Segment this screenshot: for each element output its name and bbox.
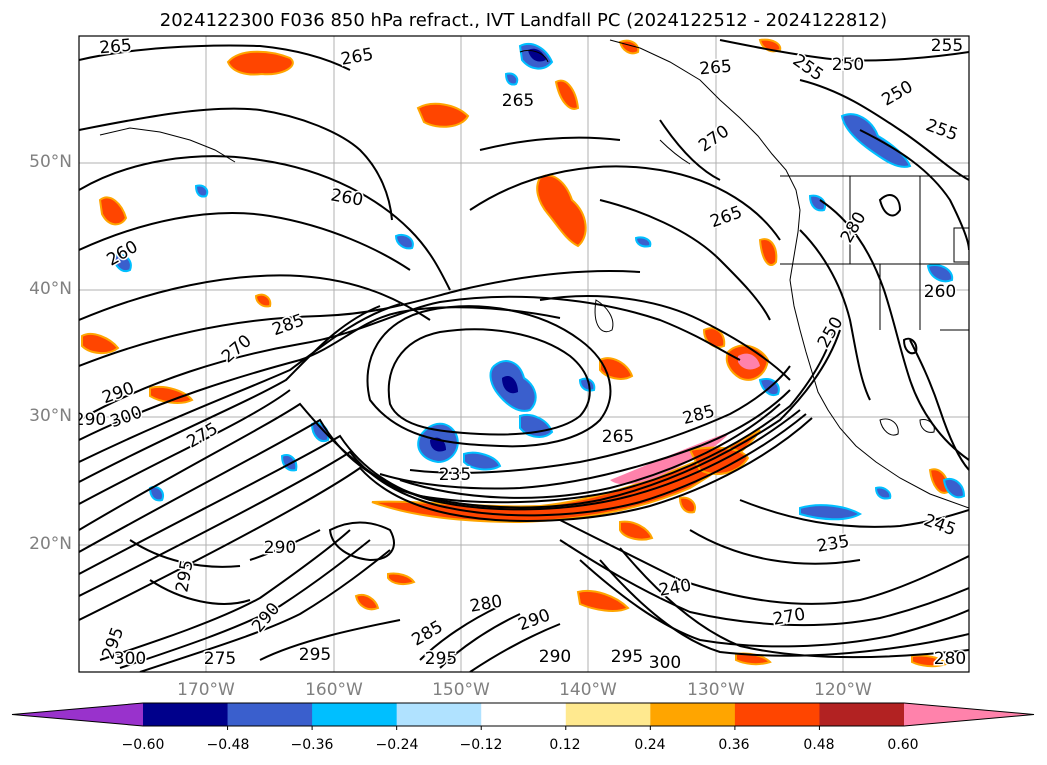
- map-title: 2024122300 F036 850 hPa refract., IVT La…: [159, 10, 888, 31]
- lon-label-120w: 120°W: [814, 680, 872, 700]
- colorbar: [11, 702, 1035, 730]
- colorbar-tick-label: 0.60: [887, 737, 919, 753]
- colorbar-outline: [11, 702, 1035, 727]
- colorbar-bin: [481, 703, 567, 726]
- contour-label: 300: [114, 649, 146, 669]
- colorbar-tick-label: 0.48: [803, 737, 835, 753]
- map-background: [79, 36, 969, 672]
- contour-label: 290: [264, 538, 296, 558]
- contour-label: 295: [299, 645, 331, 665]
- contour-label: 290: [539, 647, 571, 667]
- colorbar-bin: [312, 703, 398, 726]
- colorbar-extend-low: [12, 703, 143, 726]
- lat-label-30n: 30°N: [29, 406, 72, 426]
- colorbar-tick-label: 0.24: [634, 737, 666, 753]
- contour-label: 295: [611, 647, 643, 667]
- map-frame: [78, 35, 970, 673]
- colorbar-bin: [396, 703, 482, 726]
- contour-label: 275: [204, 649, 236, 669]
- colorbar-tick-label: −0.24: [375, 737, 419, 753]
- thin-contours: [519, 49, 935, 436]
- lon-label-150w: 150°W: [432, 680, 490, 700]
- contour-label: 250: [832, 55, 864, 75]
- contour-label: 300: [649, 653, 681, 673]
- contour-label: 265: [602, 427, 634, 447]
- contour-label: 295: [425, 649, 457, 669]
- colorbar-extend-high: [904, 703, 1034, 726]
- contour-label: 255: [931, 36, 963, 56]
- colorbar-tick-label: 0.36: [718, 737, 750, 753]
- contour-label: 265: [699, 57, 733, 80]
- colorbar-bin: [650, 703, 736, 726]
- contour-label: 280: [934, 649, 966, 669]
- colorbar-tick-label: −0.48: [206, 737, 250, 753]
- contour-label: 265: [502, 91, 534, 111]
- colorbar-tick-label: −0.12: [459, 737, 503, 753]
- colorbar-tick-label: −0.36: [290, 737, 334, 753]
- colorbar-bin: [565, 703, 651, 726]
- contour-label: 270: [771, 604, 806, 629]
- lat-label-50n: 50°N: [29, 152, 72, 172]
- contour-label: 265: [99, 36, 133, 59]
- contour-label: 260: [924, 282, 956, 302]
- contour-label: 290: [74, 410, 106, 430]
- colorbar-bin: [227, 703, 313, 726]
- contour-label: 235: [439, 465, 471, 485]
- colorbar-bin: [143, 703, 229, 726]
- colorbar-bin: [819, 703, 905, 726]
- lon-label-140w: 140°W: [559, 680, 617, 700]
- colorbar-bin: [734, 703, 820, 726]
- lon-label-160w: 160°W: [305, 680, 363, 700]
- colorbar-tick-label: −0.60: [121, 737, 165, 753]
- lon-label-130w: 130°W: [687, 680, 745, 700]
- coastlines: [99, 39, 969, 509]
- lon-label-170w: 170°W: [177, 680, 235, 700]
- colorbar-tick-label: 0.12: [549, 737, 581, 753]
- contour-lines: [79, 39, 969, 672]
- lat-label-40n: 40°N: [29, 279, 72, 299]
- lat-label-20n: 20°N: [29, 534, 72, 554]
